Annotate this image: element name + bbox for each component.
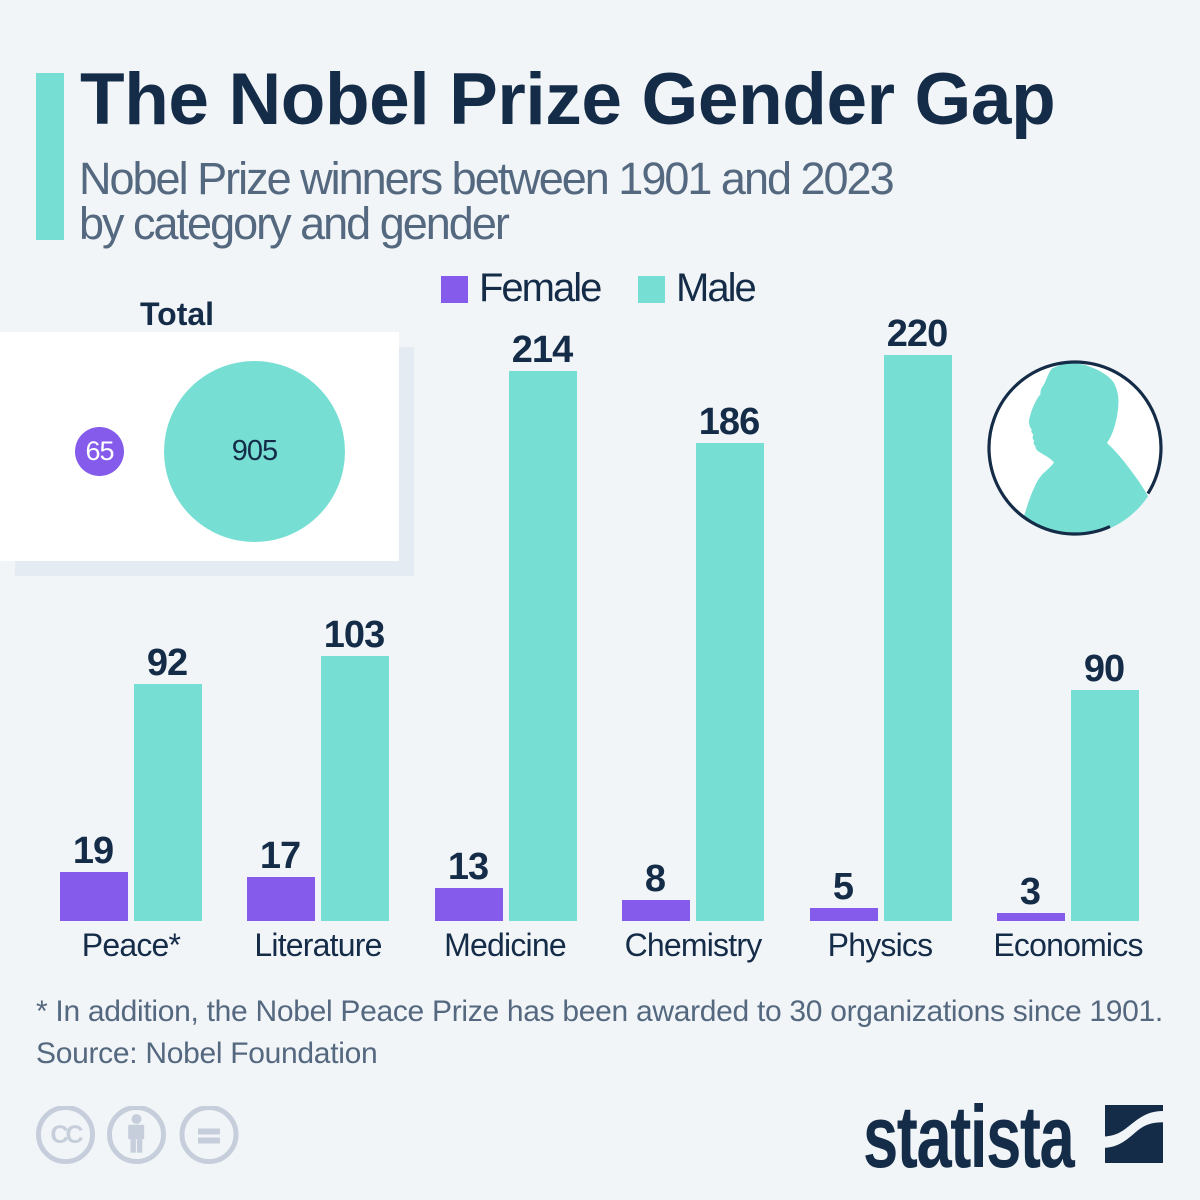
svg-text:CC: CC [50, 1121, 83, 1149]
